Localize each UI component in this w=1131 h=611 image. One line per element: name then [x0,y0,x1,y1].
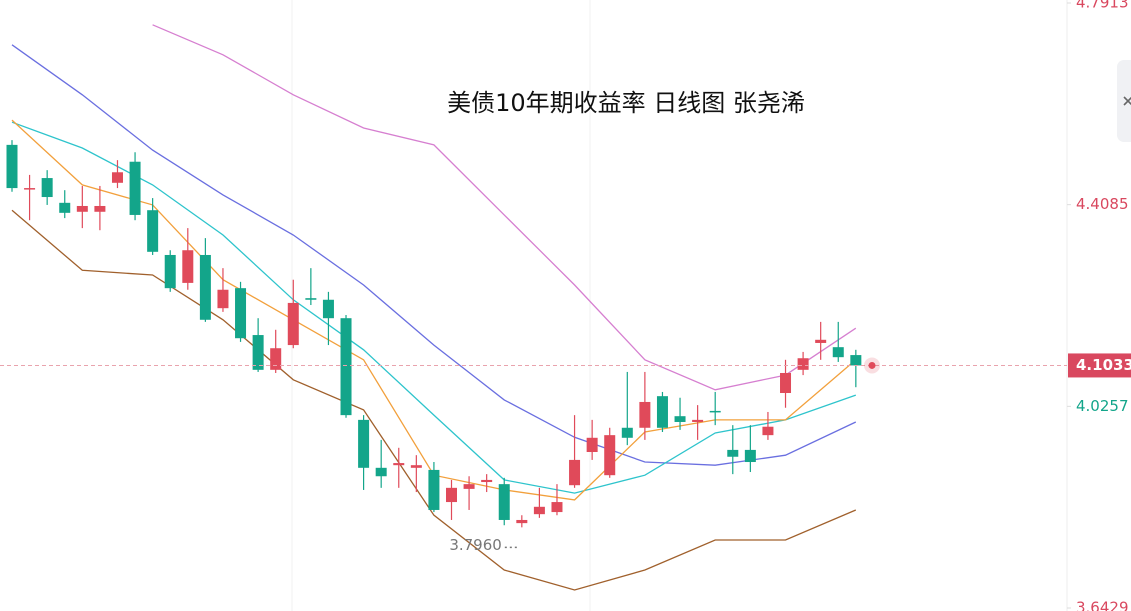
candle-body [744,449,756,463]
candle-body [305,298,317,300]
candle-body [217,289,229,309]
candle-body [164,254,176,289]
candle-body [569,459,581,486]
candle-body [94,205,106,212]
candle-body [375,467,387,477]
candle-body [639,401,651,428]
candle-body [147,210,159,252]
candle-body [727,449,739,457]
candle-body [76,205,88,212]
last-price-box [1068,353,1131,378]
candle-body [674,416,686,422]
candle-body [832,347,844,358]
indicator-line [11,44,857,466]
candle-body [656,396,668,428]
pulse-dot [868,361,876,369]
candle-body [815,339,827,343]
candle-body [393,463,405,466]
indicator-line [152,24,857,391]
candle-body [533,506,545,515]
candle-body [516,519,528,524]
candle-body [428,469,440,510]
candle-body [463,484,475,489]
indicator-line [11,121,857,494]
candle-body [270,348,282,370]
candle-body [41,178,53,198]
candle-body [252,335,264,370]
candle-body [358,419,370,468]
candle-body [498,484,510,520]
candle-body [762,426,774,436]
candle-body [235,288,247,339]
chart-title: 美债10年期收益率 日线图 张尧浠 [447,89,805,117]
plot: 3.7960 [0,24,1067,591]
y-tick-label: 4.4085 [1076,195,1129,213]
candle-body [621,427,633,438]
low-annotation: 3.7960 [449,536,502,554]
candle-body [850,355,862,366]
candle-body [446,487,457,503]
candle-body [692,419,704,422]
candle-body [287,302,299,346]
indicator-line [11,209,857,591]
candle-body [6,144,18,189]
candle-body [199,254,211,320]
candle-body [24,188,36,190]
candle-body [322,299,334,319]
candle-body [586,437,598,453]
candle-body [410,465,422,468]
candle-body [111,172,123,183]
last-price-label: 4.1033 [1076,356,1131,374]
candle-body [551,502,563,513]
candle-body [709,410,721,413]
candle-body [780,372,792,394]
candle-body [340,318,352,416]
y-tick-label: 3.6429 [1076,599,1129,611]
candle-body [797,358,809,370]
y-tick-label: 4.0257 [1076,397,1129,415]
candle-body [182,250,194,283]
candle-body [481,479,493,483]
candle-body [604,435,616,476]
side-panel[interactable] [1117,60,1131,142]
candle-body [59,202,71,213]
y-tick-label: 4.7913 [1076,0,1129,12]
candle-body [129,161,141,215]
